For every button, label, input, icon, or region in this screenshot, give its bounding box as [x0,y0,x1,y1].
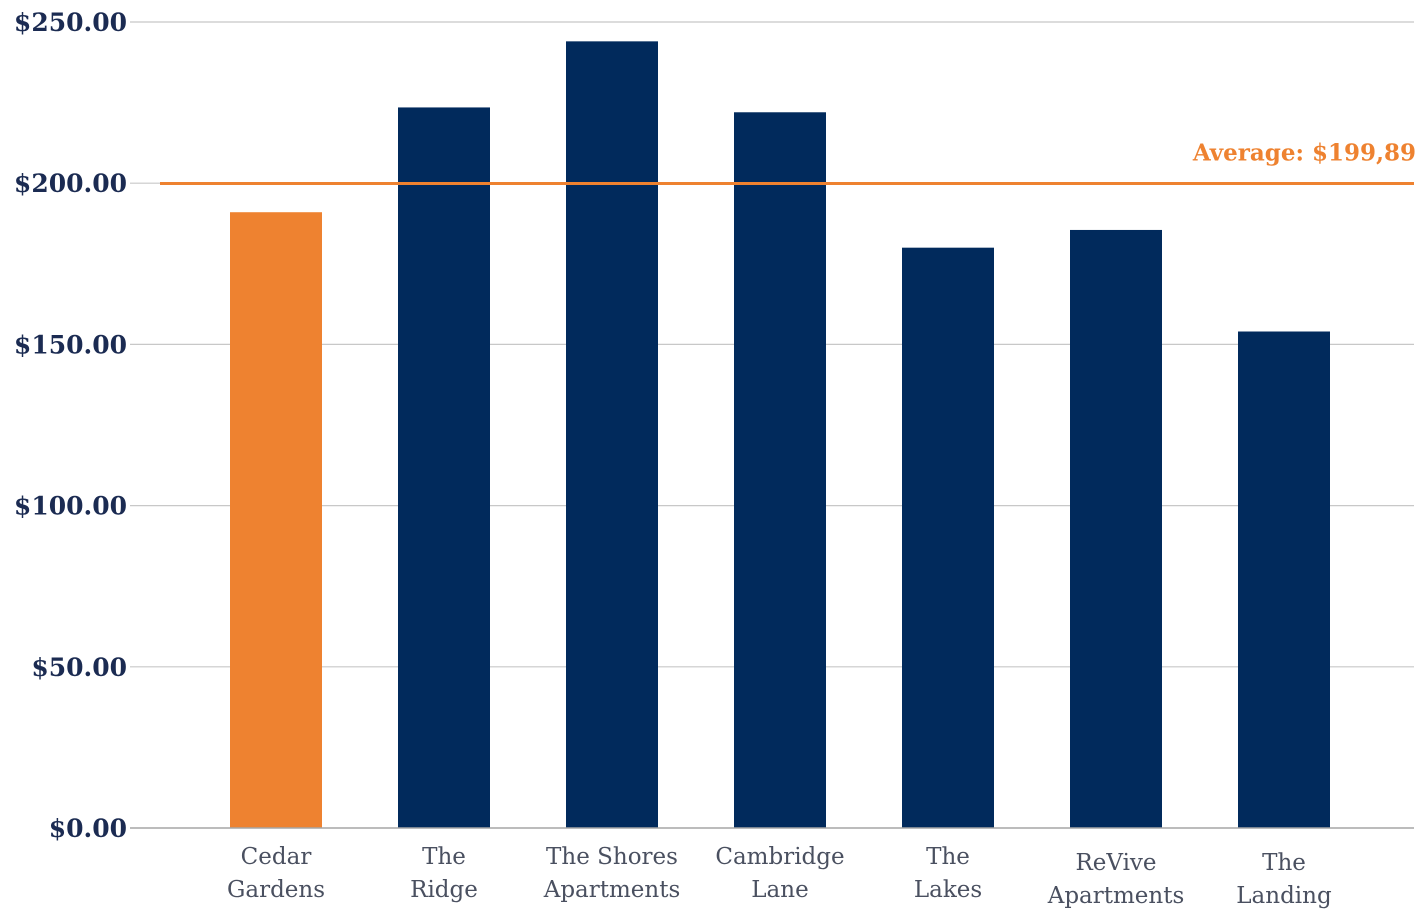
x-tick-label: Apartments [1047,883,1185,909]
x-tick-label: Cedar [241,844,312,870]
bar-2 [566,41,658,829]
y-tick-label: $0.00 [49,814,127,843]
bar-6 [1238,331,1330,828]
x-tick-label: Lakes [914,877,982,903]
bar-3 [734,112,826,829]
bar-0 [230,212,322,828]
x-axis-tick-labels: Cedar Gardens The Ridge The Shores Apartments… [227,844,1332,909]
average-reference: Average: $199,89 [160,140,1416,186]
x-tick-label: The [926,844,970,870]
average-label: Average: $199,89 [1192,140,1416,167]
x-tick-label: Cambridge [715,844,844,870]
x-tick-label: The [422,844,466,870]
y-tick-label: $50.00 [31,653,127,682]
x-tick-label: ReVive [1075,850,1156,876]
x-tick-label: The [1262,850,1306,876]
y-tick-label: $200.00 [14,169,127,198]
bars [230,41,1330,829]
x-tick-label: Lane [751,877,808,903]
y-tick-label: $150.00 [14,330,127,359]
bar-1 [398,107,490,829]
bar-5 [1070,229,1162,828]
bar-4 [902,247,994,828]
y-tick-label: $250.00 [14,8,127,37]
x-tick-label: The Shores [546,844,678,870]
x-tick-label: Landing [1236,883,1332,909]
x-tick-label: Ridge [410,877,478,903]
y-axis-tick-labels: $0.00 $50.00 $100.00 $150.00 $200.00 $250.00 [14,8,127,843]
x-tick-label: Gardens [227,877,325,903]
y-tick-label: $100.00 [14,492,127,521]
x-tick-label: Apartments [543,877,681,903]
